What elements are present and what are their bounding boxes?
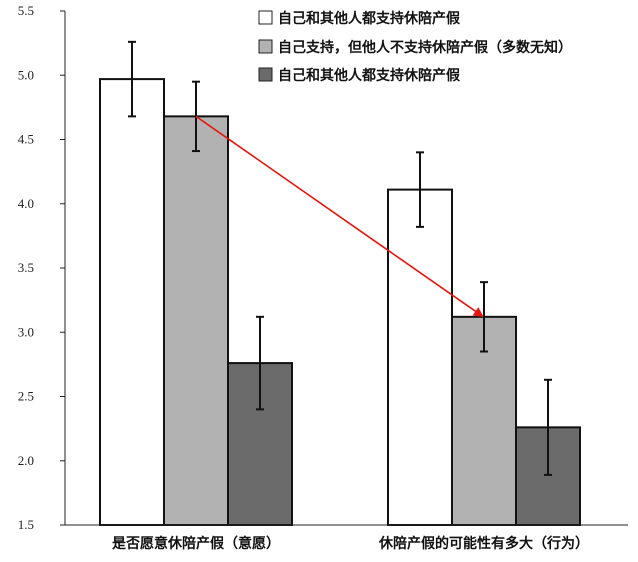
category-labels: 是否愿意休陪产假（意愿） 休陪产假的可能性有多大（行为） (112, 535, 589, 552)
legend: 自己和其他人都支持休陪产假 自己支持，但他人不支持休陪产假（多数无知） 自己和其… (258, 10, 572, 84)
y-tick-label-2: 2.5 (18, 389, 34, 404)
legend-label-2: 自己和其他人都支持休陪产假 (278, 67, 461, 84)
bar-1-0 (387, 188, 453, 527)
bar-0-0 (99, 78, 165, 526)
legend-label-1: 自己支持，但他人不支持休陪产假（多数无知） (278, 39, 572, 56)
error-bars (128, 40, 552, 476)
legend-swatch-1 (258, 39, 273, 54)
y-tick-label-3: 3.0 (18, 324, 34, 339)
category-label-1: 休陪产假的可能性有多大（行为） (378, 535, 589, 552)
legend-label-0: 自己和其他人都支持休陪产假 (278, 10, 461, 27)
y-tick-label-8: 5.5 (18, 3, 34, 18)
trend-arrow (195, 115, 484, 317)
bar-series (99, 78, 581, 527)
y-tick-label-6: 4.5 (18, 132, 34, 147)
y-tick-label-0: 1.5 (18, 517, 34, 532)
y-tick-label-4: 3.5 (18, 260, 34, 275)
legend-swatch-0 (258, 10, 273, 25)
y-tick-label-5: 4.0 (18, 196, 34, 211)
y-tick-label-7: 5.0 (18, 67, 34, 82)
y-axis-ticks: 1.5 2.0 2.5 3.0 3.5 4.0 4.5 5.0 5.5 (18, 3, 65, 532)
category-label-0: 是否愿意休陪产假（意愿） (112, 535, 280, 552)
legend-swatch-2 (258, 67, 273, 82)
bar-0-1 (163, 115, 229, 527)
y-tick-label-1: 2.0 (18, 453, 34, 468)
